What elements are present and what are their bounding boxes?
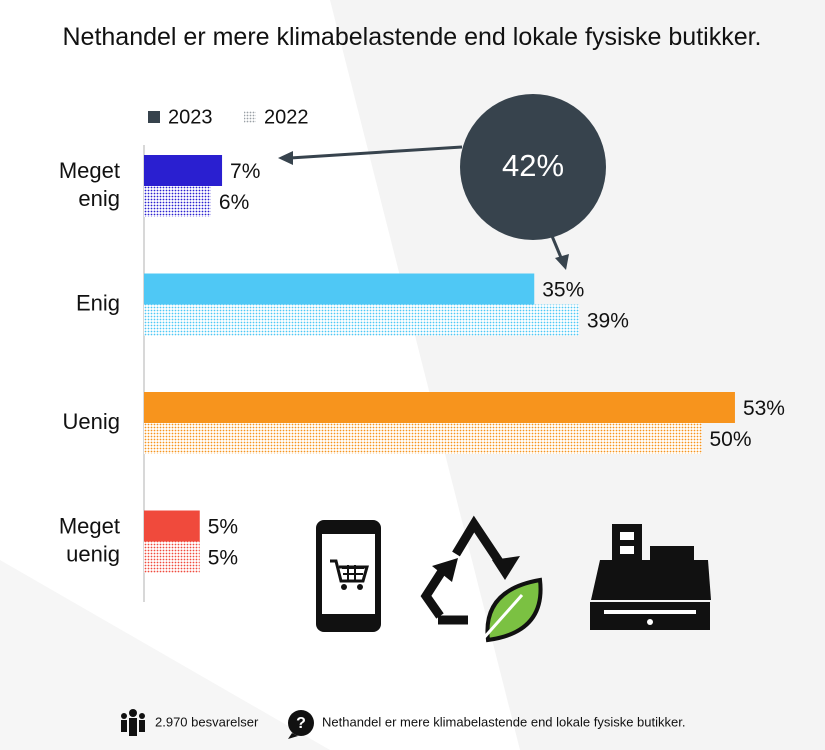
recycle-icon bbox=[420, 515, 543, 643]
phone-icon bbox=[316, 520, 381, 632]
category-label: Enig bbox=[76, 290, 120, 315]
value-label: 39% bbox=[587, 310, 629, 333]
bar bbox=[144, 392, 735, 423]
category-label: Meget uenig bbox=[59, 513, 120, 566]
bubble bbox=[460, 94, 606, 240]
question-icon: ? bbox=[288, 710, 314, 739]
legend-swatch bbox=[148, 111, 160, 123]
people-icon bbox=[121, 709, 145, 736]
svg-text:?: ? bbox=[296, 715, 306, 732]
bar bbox=[144, 273, 535, 305]
arrowhead bbox=[555, 254, 569, 270]
value-label: 50% bbox=[710, 428, 752, 451]
respondents: 2.970 besvarelser bbox=[155, 714, 259, 729]
legend-label: 2022 bbox=[264, 106, 309, 128]
value-label: 35% bbox=[542, 279, 584, 302]
bar bbox=[144, 186, 211, 217]
arrow bbox=[550, 235, 564, 261]
category-label: Meget enig bbox=[59, 158, 120, 211]
background-shade bbox=[0, 560, 330, 750]
arrowhead bbox=[278, 151, 293, 165]
value-label: 53% bbox=[743, 397, 785, 420]
value-label: 5% bbox=[208, 547, 238, 570]
arrow bbox=[289, 145, 463, 160]
bar bbox=[144, 541, 200, 573]
value-label: 6% bbox=[219, 191, 249, 214]
bar bbox=[144, 423, 702, 454]
category-label: Uenig bbox=[63, 409, 120, 434]
bar bbox=[144, 304, 579, 336]
bar bbox=[144, 155, 223, 186]
legend-swatch bbox=[244, 111, 256, 123]
chart-title: Nethandel er mere klimabelastende end lo… bbox=[62, 23, 762, 51]
legend-label: 2023 bbox=[168, 106, 213, 128]
value-label: 5% bbox=[208, 516, 238, 539]
bar bbox=[144, 510, 200, 542]
register-icon bbox=[590, 524, 711, 630]
annotation: 42% bbox=[502, 148, 564, 183]
question: Nethandel er mere klimabelastende end lo… bbox=[322, 714, 685, 729]
value-label: 7% bbox=[230, 160, 260, 183]
